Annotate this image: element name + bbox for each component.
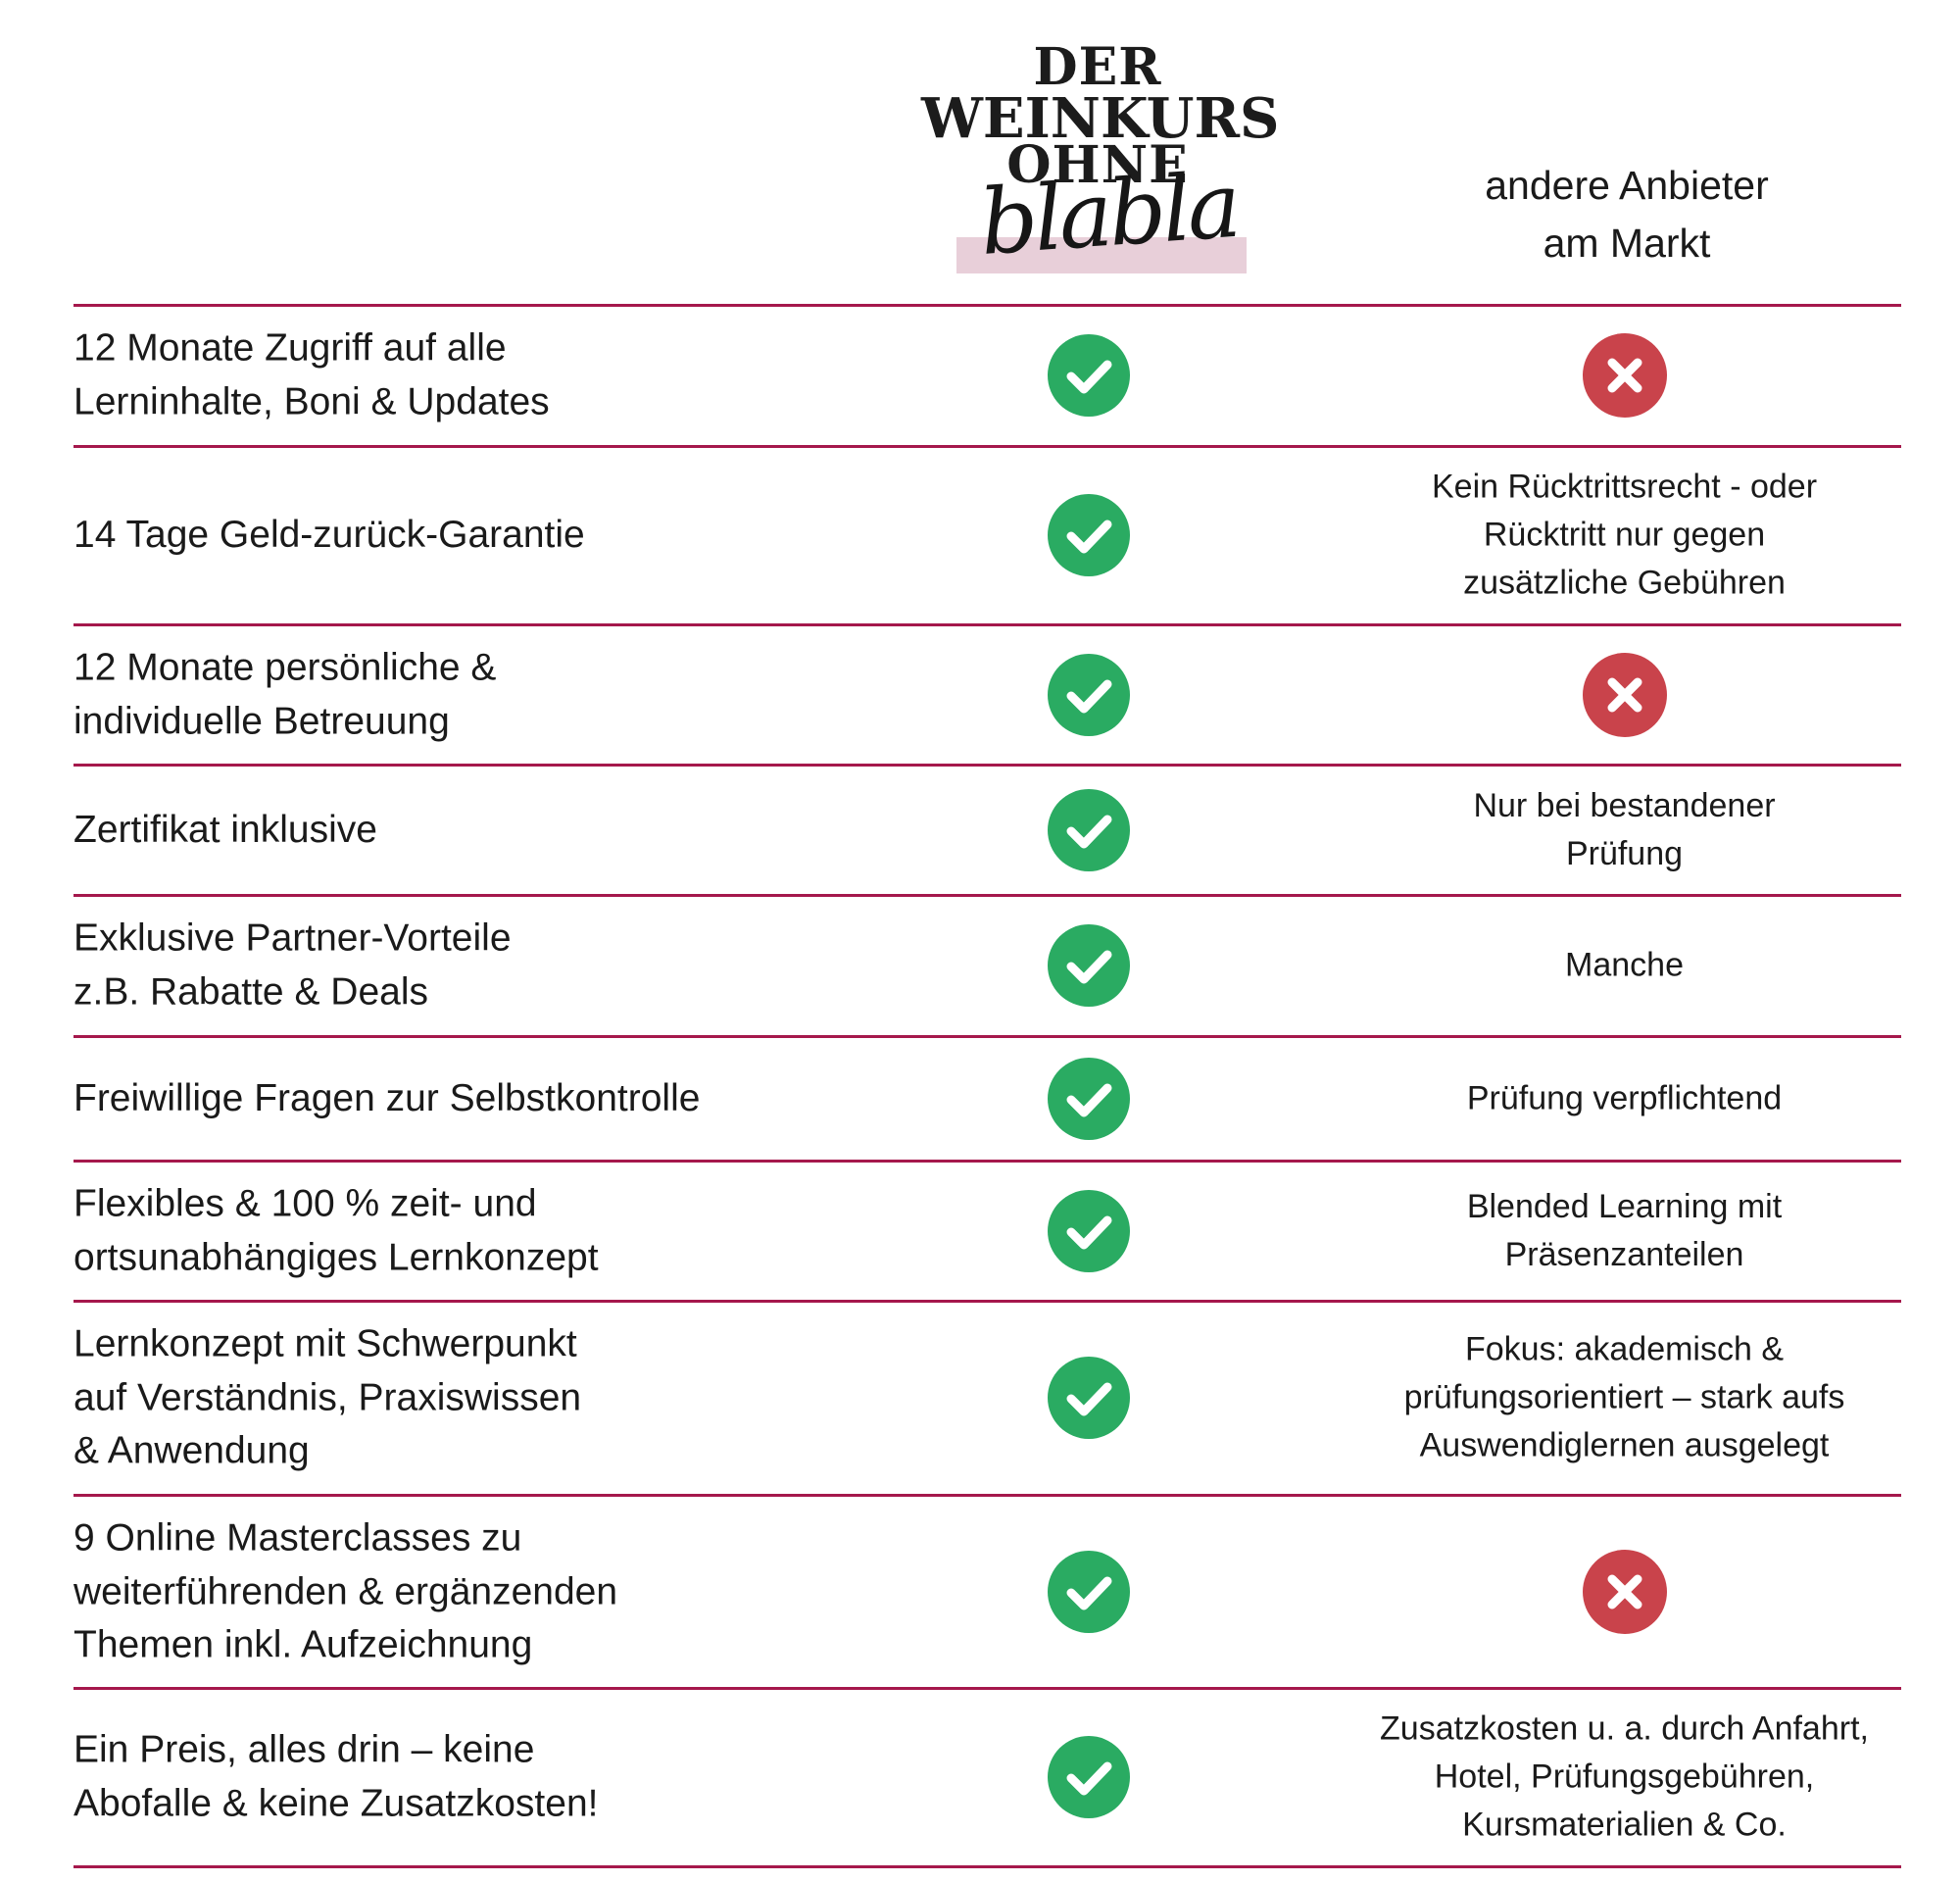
brand-logo: DER WEINKURS OHNE blabla xyxy=(921,29,1280,284)
check-icon xyxy=(1048,1058,1130,1140)
other-provider-note: Manche xyxy=(1565,946,1684,984)
other-providers-header: andere Anbieter am Markt xyxy=(1485,163,1769,266)
row-divider xyxy=(74,1300,1901,1303)
feature-label: Ein Preis, alles drin – keine Abofalle &… xyxy=(74,1728,599,1825)
check-icon xyxy=(1048,494,1130,576)
cross-icon xyxy=(1583,1550,1667,1634)
row-divider xyxy=(74,1494,1901,1497)
check-icon xyxy=(1048,1551,1130,1633)
check-icon xyxy=(1048,1357,1130,1439)
check-icon xyxy=(1048,924,1130,1007)
cross-icon xyxy=(1583,653,1667,737)
row-divider xyxy=(74,1035,1901,1038)
row-divider xyxy=(74,445,1901,448)
check-icon xyxy=(1048,789,1130,871)
other-provider-note: Blended Learning mit Präsenzanteilen xyxy=(1466,1188,1783,1273)
logo-script: blabla xyxy=(976,152,1241,275)
check-icon xyxy=(1048,1190,1130,1272)
logo-highlight-bar xyxy=(956,237,1247,273)
feature-label: Flexibles & 100 % zeit- und ortsunabhäng… xyxy=(74,1182,599,1279)
logo-line-1: DER xyxy=(1033,37,1162,97)
row-divider xyxy=(74,764,1901,767)
feature-label: 12 Monate Zugriff auf alle Lerninhalte, … xyxy=(74,326,550,423)
feature-label: Freiwillige Fragen zur Selbstkontrolle xyxy=(74,1076,701,1119)
other-provider-note: Nur bei bestandener Prüfung xyxy=(1473,787,1776,872)
feature-label: Zertifikat inklusive xyxy=(74,808,377,851)
check-icon xyxy=(1048,654,1130,736)
row-divider xyxy=(74,304,1901,307)
feature-label: 14 Tage Geld-zurück-Garantie xyxy=(74,513,585,556)
check-icon xyxy=(1048,1736,1130,1818)
feature-label: 12 Monate persönliche & individuelle Bet… xyxy=(74,646,497,743)
other-provider-note: Prüfung verpflichtend xyxy=(1466,1079,1783,1117)
logo-line-3: OHNE xyxy=(1006,135,1189,195)
row-divider xyxy=(74,1865,1901,1868)
other-provider-note: Fokus: akademisch & prüfungsorientiert –… xyxy=(1403,1330,1845,1464)
check-icon xyxy=(1048,334,1130,417)
other-provider-note: Kein Rücktrittsrecht - oder Rücktritt nu… xyxy=(1431,468,1818,602)
feature-label: Exklusive Partner-Vorteile z.B. Rabatte … xyxy=(74,916,512,1014)
row-divider xyxy=(74,894,1901,897)
row-divider xyxy=(74,1160,1901,1163)
logo-line-2: WEINKURS xyxy=(921,86,1280,151)
feature-label: 9 Online Masterclasses zu weiterführende… xyxy=(74,1516,618,1666)
cross-icon xyxy=(1583,333,1667,418)
row-divider xyxy=(74,1687,1901,1690)
other-provider-note: Zusatzkosten u. a. durch Anfahrt, Hotel,… xyxy=(1380,1709,1869,1844)
feature-label: Lernkonzept mit Schwerpunkt auf Verständ… xyxy=(74,1322,582,1472)
row-divider xyxy=(74,623,1901,626)
